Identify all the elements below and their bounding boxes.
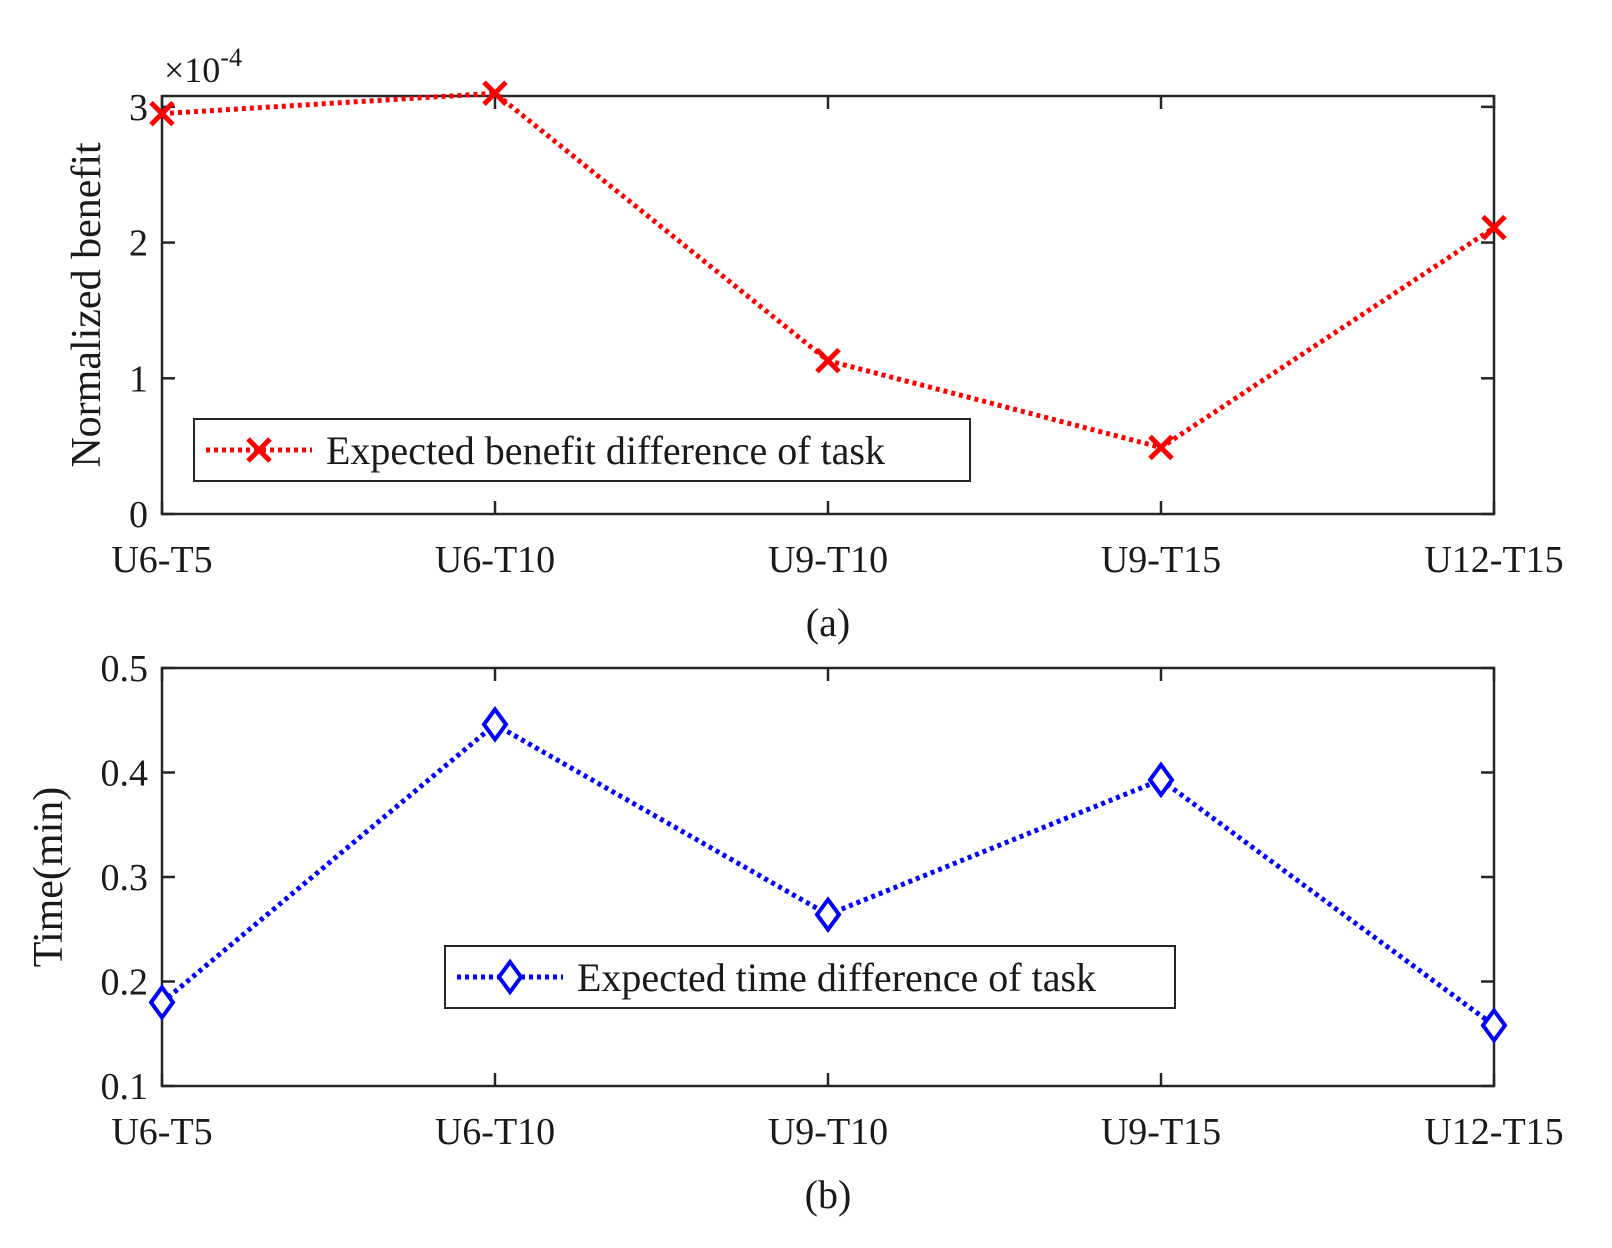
y-tick-label: 0.3 [101,857,149,899]
x-tick-label: U9-T15 [1101,539,1221,581]
y-tick-label: 2 [129,223,148,265]
axis-exponent-label: ×10-4 [164,43,242,90]
y-tick-label: 0.4 [101,753,149,795]
legend-marker [246,437,272,463]
x-tick-label: U9-T10 [768,1111,888,1153]
y-axis-title: Normalized benefit [64,142,110,468]
y-axis-title: Time(min) [26,787,72,967]
data-point-marker [814,896,842,934]
data-point-marker [482,80,508,107]
x-tick-label: U9-T15 [1101,1111,1221,1153]
x-tick-label: U6-T10 [435,1111,555,1153]
x-tick-label: U12-T15 [1424,1111,1563,1153]
data-point-marker [481,706,509,743]
data-point-marker [815,347,841,374]
y-tick-label: 0.1 [101,1066,149,1108]
y-tick-label: 0.2 [101,962,149,1004]
y-tick-label: 1 [129,358,148,400]
legend-box [444,945,1176,1009]
legend-marker [496,958,524,996]
plot-area-frame [160,666,1496,1088]
exponent-prefix: ×10 [164,50,220,90]
x-tick-label: U6-T5 [111,1111,212,1153]
panel-caption: (a) [806,600,850,645]
panel-caption: (b) [805,1172,852,1217]
x-tick-label: U9-T10 [768,539,888,581]
legend-label: Expected time difference of task [577,955,1096,1000]
panel-b: U6-T5 U6-T10 U9-T10 U9-T15 U12-T15 0.1 0.2 0.3 0… [26,648,1564,1217]
x-tick-label: U6-T10 [435,539,555,581]
x-tick-label: U12-T15 [1424,539,1563,581]
panel-a: U6-T5 U6-T10 U9-T10 U9-T15 U12-T15 0 1 2 3 ×10-4 N… [64,43,1564,645]
y-tick-label: 0 [129,494,148,536]
y-tick-label: 3 [129,87,148,129]
data-point-marker [148,984,176,1021]
exponent-power: -4 [220,43,242,72]
data-point-marker [1481,214,1507,241]
legend-box [193,418,971,482]
y-tick-label: 0.5 [101,648,149,690]
legend-label: Expected benefit difference of task [326,428,885,473]
data-point-marker [1148,434,1174,461]
x-tick-label: U6-T5 [111,539,212,581]
data-point-marker [149,100,175,127]
data-point-marker [1147,761,1175,799]
data-point-marker [1480,1007,1508,1044]
